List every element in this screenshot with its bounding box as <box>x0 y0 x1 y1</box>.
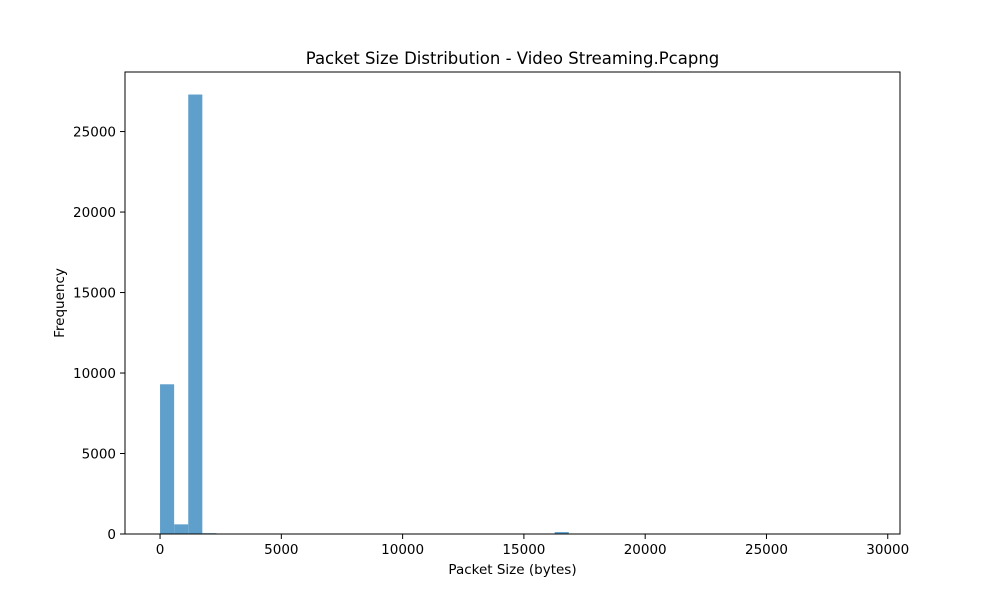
y-axis-ticks: 0 5000 10000 15000 20000 25000 <box>73 125 125 543</box>
histogram-bar <box>160 384 175 534</box>
histogram-bar <box>554 532 569 534</box>
y-tick-label: 25000 <box>73 125 116 141</box>
x-tick-label: 15000 <box>502 542 545 558</box>
x-axis-ticks: 0 5000 10000 15000 20000 25000 30000 <box>156 534 909 558</box>
chart-title: Packet Size Distribution - Video Streami… <box>306 49 720 68</box>
x-axis-label: Packet Size (bytes) <box>448 562 576 578</box>
x-tick-label: 20000 <box>624 542 667 558</box>
x-tick-label: 5000 <box>264 542 298 558</box>
bars-layer <box>160 94 569 534</box>
y-tick-label: 10000 <box>73 366 116 382</box>
x-tick-label: 10000 <box>381 542 424 558</box>
y-tick-label: 0 <box>107 527 116 543</box>
x-tick-label: 0 <box>156 542 165 558</box>
histogram-bar <box>174 524 189 534</box>
y-tick-label: 20000 <box>73 205 116 221</box>
x-tick-label: 25000 <box>745 542 788 558</box>
x-tick-label: 30000 <box>866 542 909 558</box>
y-tick-label: 15000 <box>73 286 116 302</box>
y-axis-label: Frequency <box>52 268 68 338</box>
y-tick-label: 5000 <box>82 447 116 463</box>
plot-area-frame <box>124 71 901 535</box>
histogram-bar <box>188 94 203 534</box>
